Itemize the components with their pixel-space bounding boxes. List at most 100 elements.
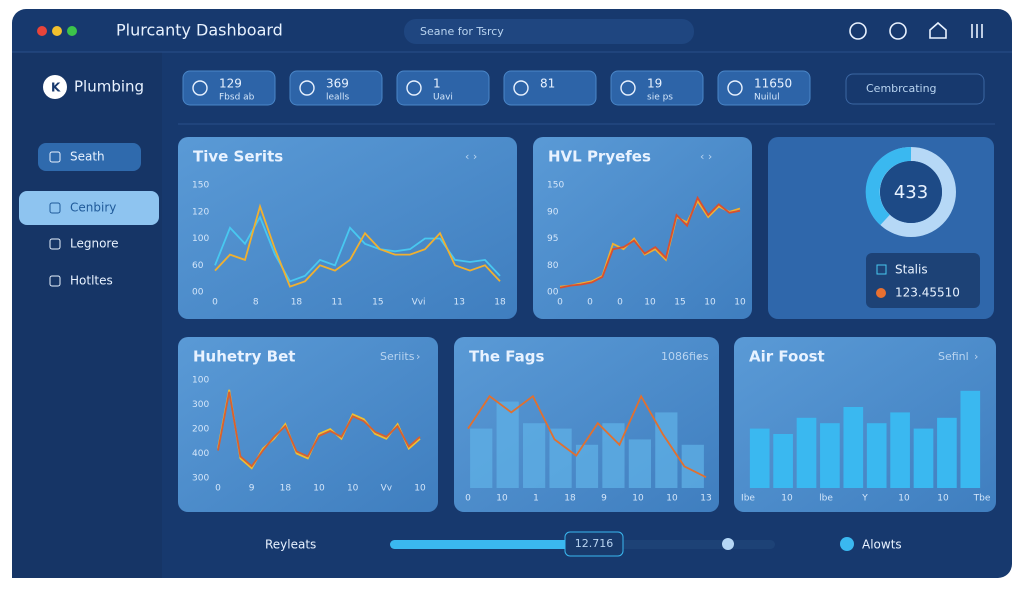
panel-nav[interactable]: › bbox=[416, 350, 420, 363]
nav-label[interactable]: Seath bbox=[70, 150, 105, 164]
y-tick-label: 80 bbox=[547, 261, 559, 271]
stat-icon bbox=[620, 80, 636, 96]
panel-title: HVL Pryefes bbox=[548, 148, 651, 166]
x-tick-label: 18 bbox=[564, 494, 576, 504]
bar bbox=[820, 423, 840, 488]
y-tick-label: 00 bbox=[192, 288, 204, 298]
logo-text: Plumbing bbox=[74, 78, 144, 96]
nav-label[interactable]: Cenbiry bbox=[70, 201, 116, 215]
y-tick-label: 200 bbox=[192, 425, 209, 435]
bar bbox=[960, 390, 981, 488]
x-tick-label: 18 bbox=[494, 298, 506, 308]
bar bbox=[575, 444, 599, 488]
nav-selected[interactable] bbox=[19, 191, 159, 225]
panel-title: Air Foost bbox=[749, 348, 825, 366]
x-tick-label: Tbe bbox=[973, 494, 991, 504]
nav-button[interactable] bbox=[38, 143, 141, 171]
stat-value: 81 bbox=[540, 77, 555, 91]
stat-chip[interactable] bbox=[503, 70, 597, 106]
x-tick-label: 1 bbox=[533, 494, 539, 504]
bar bbox=[496, 401, 519, 488]
panel-nav[interactable]: ‹ › bbox=[700, 150, 712, 163]
x-tick-label: 13 bbox=[700, 494, 711, 504]
legend-label: Stalis bbox=[895, 263, 928, 277]
x-tick-label: 9 bbox=[249, 484, 255, 494]
y-tick-label: 150 bbox=[192, 181, 209, 191]
y-tick-label: 300 bbox=[192, 400, 209, 410]
nav-icon bbox=[49, 202, 61, 214]
donut-value: 433 bbox=[894, 182, 928, 203]
nav-label[interactable]: Legnore bbox=[70, 237, 118, 251]
window-title: Plurcanty Dashboard bbox=[116, 21, 283, 40]
close-dot[interactable] bbox=[37, 26, 47, 36]
donut-arc bbox=[865, 146, 912, 226]
search-box[interactable] bbox=[404, 19, 694, 44]
x-tick-label: 10 bbox=[734, 298, 746, 308]
line-series bbox=[467, 394, 707, 479]
stat-chip[interactable] bbox=[396, 70, 490, 106]
y-tick-label: 120 bbox=[192, 207, 209, 217]
x-tick-label: Vv bbox=[381, 484, 393, 494]
x-tick-label: 18 bbox=[280, 484, 292, 494]
nav-icon bbox=[49, 151, 61, 163]
stat-label: lealls bbox=[326, 93, 350, 103]
stat-chip[interactable] bbox=[182, 70, 276, 106]
x-tick-label: 15 bbox=[372, 298, 383, 308]
panel bbox=[454, 337, 719, 512]
legend-label: 123.45510 bbox=[895, 286, 960, 300]
legend-swatch bbox=[876, 288, 886, 298]
x-tick-label: 10 bbox=[666, 494, 678, 504]
x-tick-label: 9 bbox=[601, 494, 607, 504]
y-tick-label: 95 bbox=[547, 234, 558, 244]
slider-value-box[interactable] bbox=[564, 531, 624, 557]
x-tick-label: lbe bbox=[819, 494, 833, 504]
x-tick-label: 10 bbox=[414, 484, 426, 494]
max-dot[interactable] bbox=[67, 26, 77, 36]
line-series bbox=[217, 389, 421, 470]
bar bbox=[866, 423, 887, 488]
panel-note: Sefinl bbox=[938, 350, 969, 363]
line-series bbox=[214, 203, 501, 288]
x-tick-label: 0 bbox=[212, 298, 218, 308]
min-dot[interactable] bbox=[52, 26, 62, 36]
x-tick-label: Ibe bbox=[741, 494, 755, 504]
y-tick-label: 400 bbox=[192, 449, 209, 459]
bar bbox=[913, 428, 934, 488]
x-tick-label: Y bbox=[861, 494, 868, 504]
stat-icon bbox=[299, 80, 315, 96]
x-tick-label: 0 bbox=[465, 494, 471, 504]
bar bbox=[602, 423, 625, 488]
stat-chip[interactable] bbox=[717, 70, 811, 106]
x-tick-label: 10 bbox=[704, 298, 716, 308]
panel-nav[interactable]: › bbox=[974, 350, 978, 363]
panel-nav[interactable]: › bbox=[697, 350, 701, 363]
stat-value: 1 bbox=[433, 77, 441, 91]
footer-right[interactable]: Alowts bbox=[862, 538, 902, 552]
stat-label: Uavi bbox=[433, 93, 453, 103]
x-tick-label: 0 bbox=[587, 298, 593, 308]
nav-label[interactable]: Hotltes bbox=[70, 274, 113, 288]
stat-label: sie ps bbox=[647, 93, 673, 103]
stat-chip[interactable] bbox=[289, 70, 383, 106]
top-search[interactable] bbox=[845, 73, 985, 105]
x-tick-label: 0 bbox=[215, 484, 221, 494]
slider-knob[interactable] bbox=[722, 538, 734, 550]
bar bbox=[796, 417, 817, 488]
x-tick-label: 10 bbox=[937, 494, 949, 504]
stat-icon bbox=[406, 80, 422, 96]
panel bbox=[533, 137, 752, 319]
y-tick-label: 00 bbox=[547, 288, 559, 298]
bar bbox=[523, 423, 546, 488]
stat-value: 129 bbox=[219, 77, 242, 91]
slider-fill bbox=[390, 540, 570, 549]
toolbar-icons[interactable] bbox=[849, 21, 983, 40]
x-tick-label: 18 bbox=[291, 298, 303, 308]
bar bbox=[890, 412, 910, 488]
slider-value: 12.716 bbox=[575, 537, 614, 550]
stat-icon bbox=[192, 80, 208, 96]
x-tick-label: 10 bbox=[781, 494, 793, 504]
y-tick-label: 100 bbox=[192, 376, 209, 386]
panel-nav[interactable]: ‹ › bbox=[465, 150, 477, 163]
stat-chip[interactable] bbox=[610, 70, 704, 106]
